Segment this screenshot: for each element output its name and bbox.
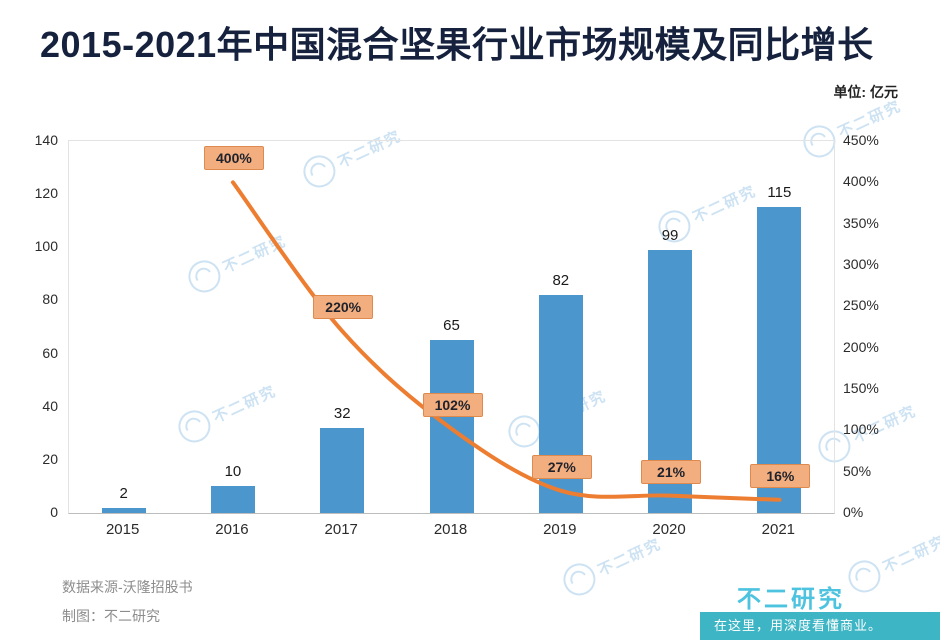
- bar-2015: [101, 507, 146, 513]
- bar-value-label: 115: [767, 184, 792, 202]
- watermark: 不二研究: [558, 527, 667, 601]
- bar-2019: [538, 295, 583, 513]
- data-source-text: 数据来源-沃隆招股书: [62, 579, 193, 595]
- right-axis-tick: 0%: [843, 504, 864, 520]
- bar-value-label: 65: [443, 317, 460, 335]
- left-axis-tick: 60: [42, 344, 58, 361]
- bar-value-label: 32: [333, 404, 351, 422]
- right-axis-tick: 150%: [843, 380, 879, 396]
- bar-2018: [429, 340, 474, 513]
- watermark: 不二研究: [843, 524, 940, 598]
- bar-2016: [210, 486, 255, 513]
- left-axis-tick: 140: [34, 132, 58, 148]
- right-axis-tick: 250%: [843, 297, 879, 314]
- watermark-bird-icon: [843, 555, 886, 598]
- right-axis-tick: 300%: [843, 256, 879, 272]
- growth-label-2020: 21%: [641, 459, 702, 484]
- bar-value-label: 99: [661, 226, 679, 244]
- growth-label-2017: 220%: [313, 295, 374, 320]
- bar-value-label: 2: [119, 484, 128, 502]
- right-axis-tick: 100%: [843, 421, 879, 438]
- right-axis-tick: 350%: [843, 214, 879, 231]
- brand-logo: 不二研究: [737, 586, 845, 613]
- watermark-text: 不二研究: [595, 535, 665, 580]
- bar-value-label: 10: [224, 463, 242, 481]
- left-axis-tick: 120: [34, 185, 58, 202]
- x-axis-label: 2017: [324, 521, 358, 538]
- left-axis-tick: 100: [34, 238, 58, 255]
- chart-credit-text: 制图：不二研究: [62, 608, 160, 624]
- growth-label-2021: 16%: [750, 463, 811, 488]
- x-axis-label: 2016: [215, 521, 249, 538]
- x-axis-label: 2019: [543, 521, 577, 538]
- bar-2017: [320, 427, 365, 513]
- watermark-text: 不二研究: [880, 532, 940, 577]
- right-axis-tick: 200%: [843, 338, 879, 355]
- right-axis-tick: 50%: [843, 462, 872, 479]
- x-axis-label: 2020: [652, 521, 686, 538]
- unit-label: 单位: 亿元: [833, 84, 898, 100]
- bar-value-label: 82: [552, 272, 570, 290]
- growth-label-2018: 102%: [422, 392, 483, 417]
- x-axis-label: 2015: [105, 521, 140, 538]
- growth-label-2019: 27%: [531, 454, 592, 479]
- watermark-text: 不二研究: [850, 402, 920, 447]
- left-axis-tick: 20: [42, 450, 58, 467]
- x-axis-label: 2018: [433, 521, 468, 538]
- chart-title: 2015-2021年中国混合坚果行业市场规模及同比增长: [40, 24, 874, 65]
- watermark-bird-icon: [558, 558, 601, 601]
- right-axis-tick: 450%: [843, 132, 879, 148]
- plot-area: 2 10 32 65 82 99 115 400% 220% 102% 27% 21% 16%: [68, 140, 835, 514]
- brand-tagline: 在这里，用深度看懂商业。: [700, 612, 940, 640]
- left-axis-tick: 40: [42, 397, 58, 414]
- growth-label-2016: 400%: [203, 146, 264, 171]
- right-axis-tick: 400%: [843, 173, 879, 190]
- x-axis-label: 2021: [761, 521, 796, 538]
- left-axis-tick: 0: [50, 504, 58, 520]
- left-axis-tick: 80: [42, 291, 58, 308]
